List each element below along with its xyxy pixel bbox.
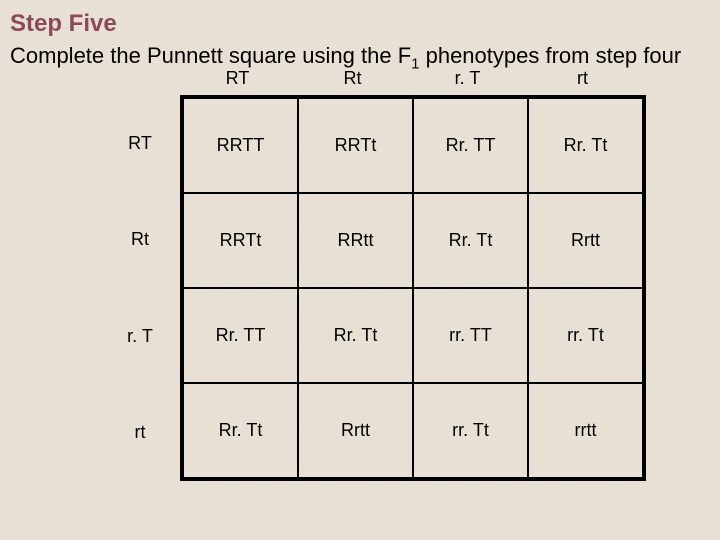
step-title: Step Five: [10, 10, 710, 38]
row-header: r. T: [100, 289, 180, 384]
punnett-cell: Rr. Tt: [528, 98, 643, 193]
punnett-cell: Rr. Tt: [413, 193, 528, 288]
col-header: r. T: [410, 68, 525, 95]
punnett-grid: RRTT RRTt Rr. TT Rr. Tt RRTt RRtt Rr. Tt…: [180, 95, 646, 481]
punnett-cell: Rr. Tt: [183, 383, 298, 478]
instruction-pre: Complete the Punnett square using the F: [10, 43, 411, 68]
instruction-post: phenotypes from step four: [419, 43, 681, 68]
punnett-cell: RRTT: [183, 98, 298, 193]
punnett-cell: RRTt: [298, 98, 413, 193]
punnett-cell: rr. TT: [413, 288, 528, 383]
punnett-cell: rr. Tt: [413, 383, 528, 478]
punnett-cell: Rr. TT: [413, 98, 528, 193]
col-header: Rt: [295, 68, 410, 95]
row-headers-col: RT Rt r. T rt: [100, 95, 180, 481]
punnett-cell: rrtt: [528, 383, 643, 478]
col-header: rt: [525, 68, 640, 95]
punnett-cell: RRtt: [298, 193, 413, 288]
punnett-cell: RRTt: [183, 193, 298, 288]
punnett-cell: Rrtt: [298, 383, 413, 478]
row-header: RT: [100, 96, 180, 191]
punnett-cell: Rr. Tt: [298, 288, 413, 383]
row-header: Rt: [100, 192, 180, 287]
punnett-cell: Rrtt: [528, 193, 643, 288]
column-headers-row: RT Rt r. T rt: [180, 68, 710, 95]
punnett-cell: Rr. TT: [183, 288, 298, 383]
row-header: rt: [100, 385, 180, 480]
punnett-cell: rr. Tt: [528, 288, 643, 383]
punnett-square: RT Rt r. T rt RT Rt r. T rt RRTT RRTt Rr…: [100, 68, 710, 481]
col-header: RT: [180, 68, 295, 95]
punnett-body: RT Rt r. T rt RRTT RRTt Rr. TT Rr. Tt RR…: [100, 95, 710, 481]
